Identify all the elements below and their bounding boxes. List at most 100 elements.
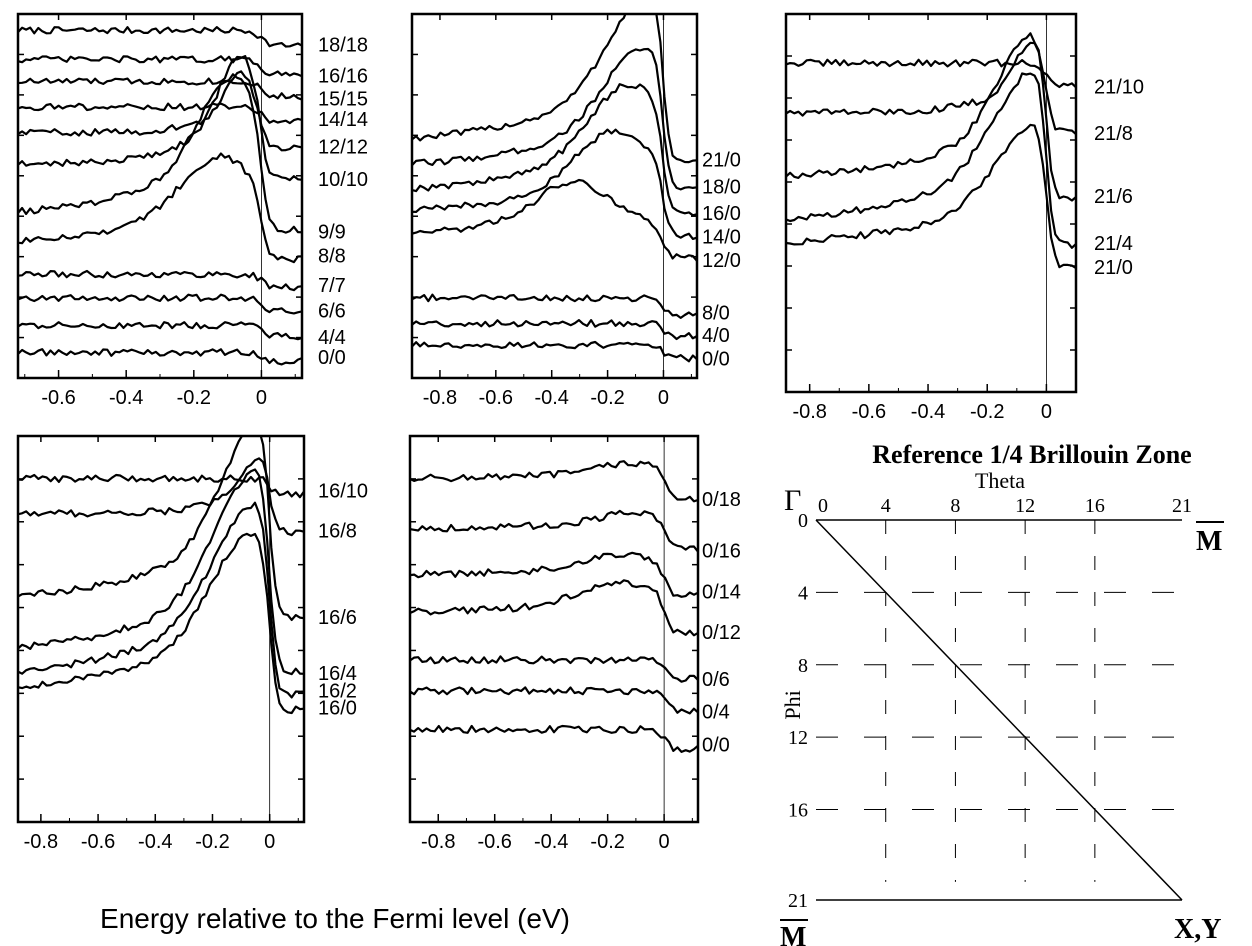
spectrum-line — [412, 14, 697, 164]
plot-frame — [408, 434, 700, 824]
spectrum-line — [786, 41, 1076, 136]
phi-tick-label: 21 — [788, 890, 808, 912]
theta-tick-label: 16 — [1085, 495, 1105, 517]
chart-panel-bottom-left: -0.8 -0.6 -0.4 -0.2 0 16/10 16/8 16/6 16/416/216… — [16, 434, 368, 853]
x-tick-label: -0.8 — [421, 831, 455, 853]
xy-point-label: X,Y — [1174, 914, 1221, 945]
spectrum-line — [412, 178, 697, 262]
chart-panel-top-middle: -0.8 -0.6 -0.4 -0.2 0 21/0 18/0 16/014/012/0 8/0… — [410, 12, 741, 409]
spectrum-line — [412, 319, 697, 341]
spectrum-line — [410, 509, 698, 553]
series-label: 21/0 — [1094, 257, 1133, 279]
series-label: 14/14 — [318, 109, 368, 131]
spectrum-line — [410, 460, 698, 503]
theta-tick-label: 21 — [1172, 495, 1192, 517]
series-label: 16/2 — [318, 681, 357, 703]
spectrum-line — [18, 473, 304, 499]
x-tick-label: -0.6 — [477, 831, 511, 853]
series-label: 7/7 — [318, 275, 346, 297]
plot-frame — [784, 12, 1078, 394]
spectrum-line — [412, 128, 697, 240]
x-tick-label: -0.4 — [534, 387, 568, 409]
series-label: 12/0 — [702, 250, 741, 272]
spectrum-line — [410, 686, 698, 715]
spectrum-line — [18, 152, 302, 264]
shared-x-axis-label: Energy relative to the Fermi level (eV) — [100, 903, 570, 934]
plot-frame — [410, 12, 699, 380]
x-tick-label: 0 — [1041, 401, 1052, 423]
spectrum-line — [18, 70, 302, 152]
series-label: 4/0 — [702, 325, 730, 347]
x-tick-label: 0 — [264, 831, 275, 853]
series-label: 21/10 — [1094, 76, 1144, 98]
phi-tick-label: 8 — [798, 655, 808, 677]
series-label: 21/8 — [1094, 123, 1133, 145]
diagram-title: Reference 1/4 Brillouin Zone — [872, 440, 1191, 469]
x-tick-label: -0.8 — [24, 831, 58, 853]
series-label: 10/10 — [318, 169, 368, 191]
spectrum-line — [410, 724, 698, 754]
chart-panel-top-right: -0.8 -0.6 -0.4 -0.2 0 21/10 21/8 21/6 21/421/0 — [784, 12, 1144, 423]
spectrum-line — [412, 83, 697, 217]
spectrum-line — [410, 551, 698, 598]
spectrum-line — [18, 436, 304, 622]
spectrum-line — [410, 579, 698, 637]
x-tick-label: -0.2 — [177, 387, 211, 409]
spectrum-line — [410, 655, 698, 683]
x-tick-label: -0.2 — [195, 831, 229, 853]
series-label: 15/15 — [318, 89, 368, 111]
spectrum-line — [786, 72, 1076, 249]
series-label: 16/16 — [318, 65, 368, 87]
series-label: 0/16 — [702, 541, 741, 563]
gamma-point-label: Γ — [784, 484, 801, 517]
series-label: 16/0 — [702, 203, 741, 225]
x-tick-label: -0.8 — [423, 387, 457, 409]
chart-panel-bottom-middle: -0.8 -0.6 -0.4 -0.2 0 0/18 0/16 0/14 0/12 0/6 0/4 0… — [408, 434, 741, 853]
x-tick-label: -0.6 — [852, 401, 886, 423]
series-label: 0/4 — [702, 701, 730, 723]
spectrum-line — [786, 32, 1076, 202]
x-tick-label: -0.6 — [81, 831, 115, 853]
series-label: 12/12 — [318, 136, 368, 158]
theta-origin-label: 0 — [818, 495, 828, 517]
series-label: 0/0 — [318, 347, 346, 369]
series-label: 21/0 — [702, 149, 741, 171]
x-tick-label: -0.6 — [41, 387, 75, 409]
series-label: 18/18 — [318, 35, 368, 57]
series-label: 18/0 — [702, 176, 741, 198]
series-label: 0/0 — [702, 735, 730, 757]
m-point-label-bottom: M — [780, 922, 806, 946]
phi-tick-label: 16 — [788, 800, 808, 822]
diagram-x-label: Theta — [975, 468, 1025, 493]
theta-tick-label: 12 — [1015, 495, 1035, 517]
spectrum-line — [412, 293, 697, 319]
spectrum-line — [18, 532, 304, 715]
phi-tick-label: 0 — [798, 510, 808, 532]
zone-diagonal — [815, 519, 1183, 901]
series-label: 21/4 — [1094, 233, 1133, 255]
series-label: 6/6 — [318, 300, 346, 322]
phi-tick-label: 4 — [798, 582, 808, 604]
x-tick-label: -0.4 — [534, 831, 568, 853]
series-label: 16/0 — [318, 698, 357, 720]
series-label: 0/18 — [702, 489, 741, 511]
spectrum-line — [18, 55, 302, 78]
x-tick-label: 0 — [659, 831, 670, 853]
diagram-y-label: Phi — [780, 690, 805, 719]
x-tick-label: -0.4 — [109, 387, 143, 409]
spectrum-line — [18, 77, 302, 101]
series-label: 16/8 — [318, 521, 357, 543]
series-label: 0/0 — [702, 348, 730, 370]
theta-tick-label: 8 — [950, 495, 960, 517]
theta-tick-label: 4 — [881, 495, 891, 517]
spectrum-line — [18, 26, 302, 48]
series-label: 16/10 — [318, 481, 368, 503]
spectrum-line — [18, 348, 302, 366]
spectrum-line — [18, 321, 302, 341]
series-label: 8/0 — [702, 302, 730, 324]
x-tick-label: -0.2 — [590, 831, 624, 853]
phi-tick-label: 12 — [788, 727, 808, 749]
spectrum-line — [18, 73, 302, 234]
spectrum-line — [18, 501, 304, 699]
